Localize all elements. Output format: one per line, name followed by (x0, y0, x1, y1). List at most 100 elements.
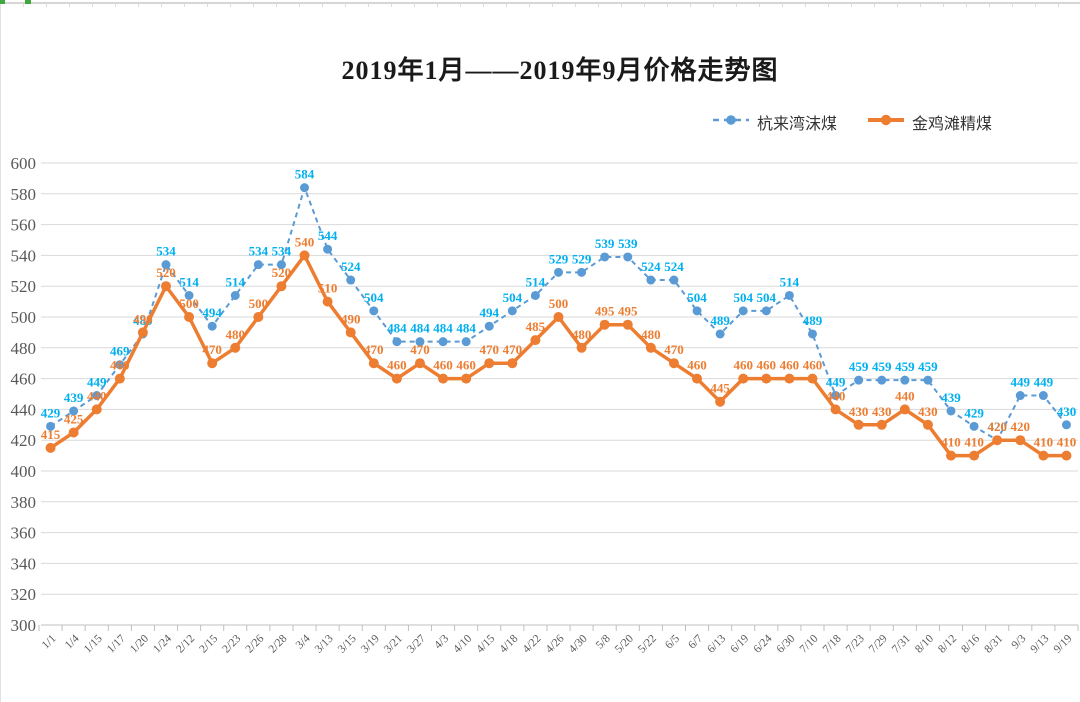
data-point[interactable] (761, 306, 771, 316)
data-point[interactable] (507, 306, 517, 316)
data-point[interactable] (922, 419, 933, 430)
legend-label: 金鸡滩精煤 (911, 116, 992, 133)
data-point[interactable] (484, 358, 495, 369)
data-point[interactable] (738, 306, 748, 316)
data-point[interactable] (554, 267, 563, 277)
data-point[interactable] (645, 342, 656, 353)
data-point[interactable] (392, 337, 402, 347)
data-point[interactable] (207, 321, 217, 331)
data-point[interactable] (91, 404, 102, 415)
data-point[interactable] (692, 373, 703, 384)
data-point[interactable] (322, 296, 333, 307)
data-point[interactable] (414, 358, 425, 369)
data-label: 539 (618, 236, 638, 251)
data-point[interactable] (161, 260, 171, 270)
data-point[interactable] (1015, 391, 1025, 401)
data-point[interactable] (576, 342, 587, 353)
data-point[interactable] (299, 250, 310, 261)
data-label: 460 (433, 358, 453, 373)
data-point[interactable] (853, 419, 864, 430)
data-point[interactable] (69, 406, 79, 416)
data-point[interactable] (230, 290, 240, 300)
data-point[interactable] (992, 435, 1003, 446)
data-point[interactable] (715, 396, 726, 407)
data-point[interactable] (46, 421, 56, 431)
data-point[interactable] (761, 373, 772, 384)
data-point[interactable] (369, 306, 379, 316)
data-point[interactable] (92, 391, 102, 401)
data-point[interactable] (300, 183, 310, 193)
data-point[interactable] (692, 306, 702, 316)
data-point[interactable] (969, 450, 980, 461)
data-point[interactable] (900, 375, 910, 385)
data-label: 470 (364, 342, 384, 357)
data-point[interactable] (1061, 450, 1072, 461)
data-point[interactable] (1015, 435, 1026, 446)
series-金鸡滩精煤[interactable]: 4154254404604905205004704805005205405104… (41, 234, 1076, 461)
data-point[interactable] (184, 312, 195, 322)
data-point[interactable] (876, 419, 887, 430)
data-point[interactable] (646, 275, 656, 285)
data-point[interactable] (877, 375, 887, 385)
data-point[interactable] (45, 442, 56, 453)
data-point[interactable] (622, 319, 633, 330)
data-point[interactable] (391, 373, 402, 384)
data-point[interactable] (207, 358, 218, 369)
data-point[interactable] (184, 290, 194, 300)
data-point[interactable] (738, 373, 749, 384)
data-point[interactable] (530, 335, 541, 346)
data-point[interactable] (438, 337, 448, 347)
data-point[interactable] (461, 337, 471, 347)
data-point[interactable] (899, 404, 910, 415)
data-point[interactable] (115, 360, 125, 370)
data-point[interactable] (137, 327, 148, 338)
data-point[interactable] (160, 281, 171, 292)
data-point[interactable] (831, 391, 841, 401)
data-point[interactable] (368, 358, 379, 369)
legend-item-jinjitan[interactable]: 金鸡滩精煤 (867, 110, 992, 134)
data-point[interactable] (415, 337, 425, 347)
data-label: 480 (226, 327, 246, 342)
data-point[interactable] (507, 358, 518, 369)
data-label: 440 (895, 388, 915, 403)
data-label: 470 (479, 342, 499, 357)
legend-item-hanglaiwan[interactable]: 杭来湾沫煤 (712, 110, 837, 134)
data-point[interactable] (484, 321, 494, 331)
data-point[interactable] (114, 373, 125, 384)
data-point[interactable] (461, 373, 472, 384)
data-point[interactable] (68, 427, 79, 438)
data-point[interactable] (1061, 420, 1071, 430)
data-point[interactable] (668, 358, 679, 369)
data-point[interactable] (946, 406, 956, 416)
data-point[interactable] (715, 329, 725, 339)
data-point[interactable] (807, 329, 817, 339)
data-point[interactable] (923, 375, 933, 385)
data-point[interactable] (253, 312, 264, 322)
data-point[interactable] (969, 421, 979, 431)
data-point[interactable] (623, 252, 633, 262)
data-point[interactable] (784, 290, 794, 300)
data-point[interactable] (830, 404, 841, 415)
data-point[interactable] (438, 373, 449, 384)
data-point[interactable] (553, 312, 564, 322)
data-point[interactable] (807, 373, 818, 384)
data-label: 459 (849, 359, 869, 374)
data-point[interactable] (530, 290, 540, 300)
data-point[interactable] (854, 375, 864, 385)
data-point[interactable] (276, 281, 287, 292)
data-point[interactable] (669, 275, 679, 285)
data-point[interactable] (1038, 450, 1049, 461)
data-point[interactable] (600, 252, 610, 262)
data-point[interactable] (784, 373, 795, 384)
data-point[interactable] (946, 450, 957, 461)
data-point[interactable] (276, 260, 286, 270)
data-point[interactable] (230, 342, 241, 353)
data-point[interactable] (1038, 391, 1048, 401)
data-point[interactable] (253, 260, 263, 270)
data-point[interactable] (599, 319, 610, 330)
data-point[interactable] (345, 327, 356, 338)
data-point[interactable] (346, 275, 356, 285)
data-point[interactable] (323, 244, 333, 254)
data-point[interactable] (577, 267, 587, 277)
